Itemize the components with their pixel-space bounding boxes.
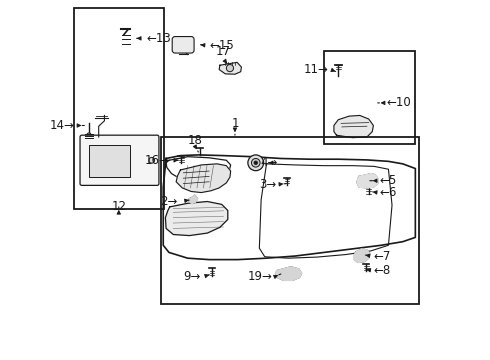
- Polygon shape: [189, 195, 197, 204]
- Polygon shape: [334, 116, 373, 138]
- Text: ←6: ←6: [380, 186, 397, 199]
- Text: ←15: ←15: [210, 39, 234, 52]
- Polygon shape: [166, 202, 228, 235]
- Text: 3→: 3→: [260, 178, 277, 191]
- Text: 1: 1: [231, 117, 239, 130]
- Polygon shape: [176, 164, 231, 193]
- Circle shape: [248, 155, 264, 171]
- Bar: [74, 8, 164, 209]
- FancyBboxPatch shape: [172, 37, 194, 53]
- Text: ←13: ←13: [146, 32, 171, 45]
- Text: ←8: ←8: [373, 264, 391, 277]
- Circle shape: [254, 161, 258, 165]
- Polygon shape: [354, 249, 370, 262]
- Circle shape: [149, 157, 155, 163]
- Text: 19→: 19→: [247, 270, 272, 283]
- FancyBboxPatch shape: [80, 135, 159, 185]
- Text: 17: 17: [215, 45, 230, 58]
- Bar: [324, 51, 416, 144]
- Polygon shape: [357, 174, 378, 188]
- Polygon shape: [219, 62, 242, 74]
- Text: ←10: ←10: [386, 96, 411, 109]
- Text: ←5: ←5: [380, 174, 397, 187]
- Text: ←7: ←7: [373, 249, 391, 262]
- Text: 11→: 11→: [303, 63, 328, 76]
- Text: 16→: 16→: [145, 154, 170, 167]
- Text: 12: 12: [111, 200, 126, 213]
- Text: 14→: 14→: [50, 119, 75, 132]
- Bar: [161, 137, 419, 304]
- Polygon shape: [275, 267, 302, 280]
- Text: 18: 18: [188, 134, 203, 147]
- Circle shape: [226, 64, 234, 72]
- Text: 4→: 4→: [261, 156, 278, 169]
- Text: 9→: 9→: [183, 270, 200, 283]
- Text: 2→: 2→: [160, 195, 177, 208]
- Circle shape: [251, 158, 260, 167]
- Bar: [89, 145, 130, 177]
